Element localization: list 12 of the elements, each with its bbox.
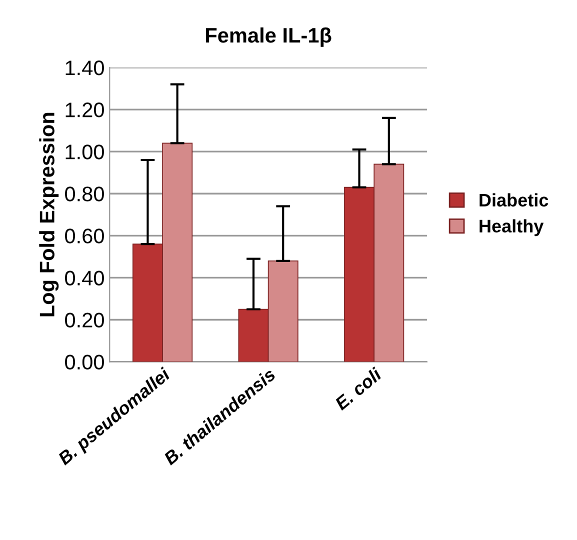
- x-tick-label: E. coli: [334, 366, 383, 411]
- legend-label: Healthy: [480, 219, 544, 236]
- y-tick-label: 0.80: [65, 186, 104, 202]
- chart-title: Female IL-1β: [206, 27, 332, 47]
- legend-label: Diabetic: [480, 193, 548, 207]
- y-tick-label: 1.40: [66, 60, 104, 76]
- y-tick-label: 0.60: [65, 228, 104, 244]
- y-tick-label: 1.20: [66, 102, 104, 118]
- y-tick-label: 0.20: [65, 312, 104, 328]
- y-axis-title: Log Fold Expression: [39, 112, 59, 316]
- y-tick-label: 1.00: [66, 144, 104, 160]
- y-tick-label: 0.40: [65, 270, 104, 286]
